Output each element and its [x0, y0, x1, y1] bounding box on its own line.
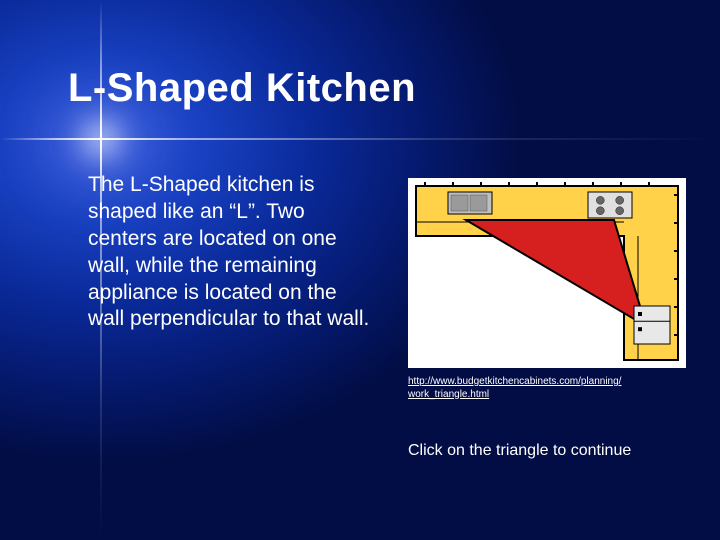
- kitchen-plan-svg: [408, 178, 686, 368]
- citation-url-line1[interactable]: http://www.budgetkitchencabinets.com/pla…: [408, 376, 621, 387]
- kitchen-diagram: [408, 178, 686, 368]
- lens-flare-horizontal: [0, 138, 720, 140]
- citation-link[interactable]: http://www.budgetkitchencabinets.com/pla…: [408, 376, 708, 401]
- continue-instruction: Click on the triangle to continue: [408, 442, 708, 460]
- citation-url-line2[interactable]: work_triangle.html: [408, 389, 489, 400]
- body-paragraph: The L-Shaped kitchen is shaped like an “…: [88, 172, 378, 333]
- page-title: L-Shaped Kitchen: [68, 66, 416, 111]
